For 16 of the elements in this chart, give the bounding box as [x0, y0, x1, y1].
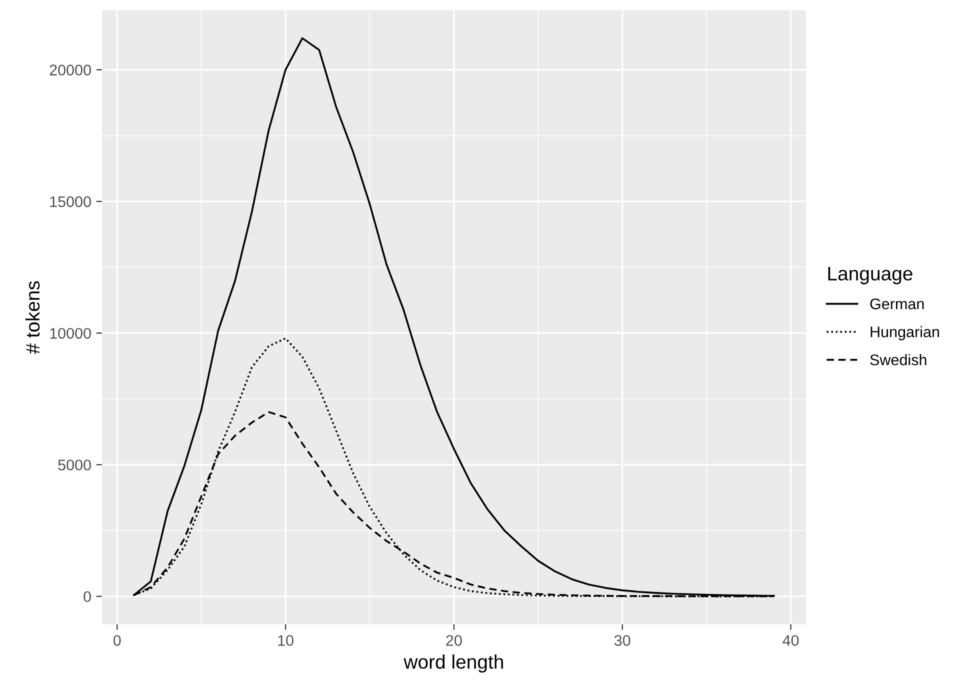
x-tick-label: 0 [113, 635, 121, 646]
y-tick-label: 20000 [50, 64, 91, 76]
legend-title: Language [828, 266, 912, 284]
x-tick-label: 30 [614, 635, 630, 646]
y-axis-title: # tokens [25, 281, 40, 354]
legend-label: Hungarian [870, 326, 939, 340]
legend-label: German [870, 298, 924, 310]
x-tick-label: 40 [782, 635, 799, 646]
legend-label: Swedish [870, 354, 926, 366]
x-axis-title: word length [404, 654, 503, 673]
x-tick-label: 20 [446, 635, 462, 646]
y-tick-label: 0 [84, 591, 91, 602]
y-tick-label: 10000 [50, 328, 91, 339]
y-tick-label: 15000 [50, 196, 91, 208]
y-tick-label: 5000 [58, 460, 91, 470]
x-tick-label: 10 [278, 635, 294, 646]
